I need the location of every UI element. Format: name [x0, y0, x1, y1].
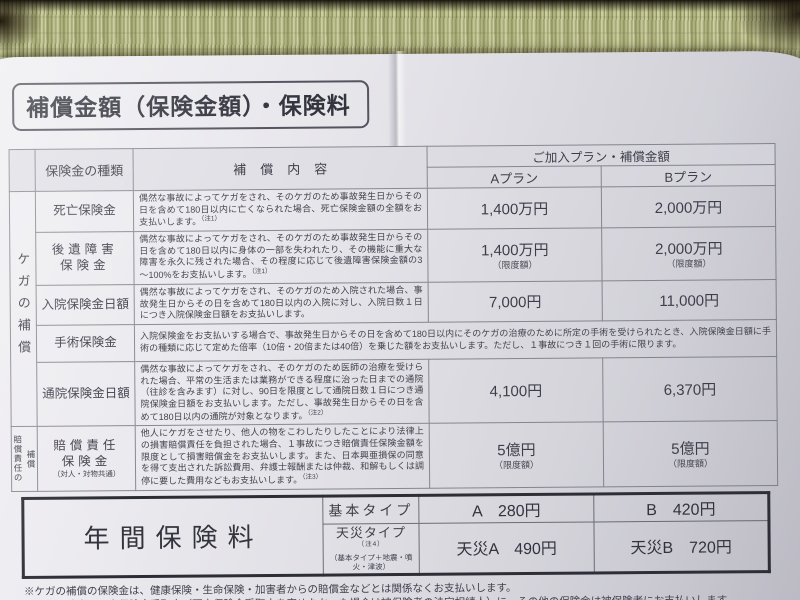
premium-table: 年間保険料 基本タイプ A 280円 B 420円 天災タイプ（注4） （基本タ…	[21, 490, 771, 579]
category-liability-line2: 補償	[25, 449, 37, 469]
row-disability-benefit: 後遺障害 保険金 偶然な事故によってケガをされ、そのケガのため事故発生日からその…	[10, 226, 777, 286]
hospitalization-plan-b: 11,000円	[602, 279, 777, 321]
disability-type-line2: 保険金	[60, 258, 110, 273]
death-note: （注1）	[201, 215, 222, 223]
insurance-document: 補償金額（保険金額）・保険料 保険金の種類 補償内容 ご加入プラン・補償金額 A…	[0, 50, 800, 600]
disability-plan-b-limit: （限度額）	[666, 258, 712, 269]
basic-plan-b-premium: B 420円	[593, 492, 769, 522]
annual-premium-label: 年間保険料	[22, 495, 324, 578]
header-coverage-content: 補償内容	[133, 146, 428, 191]
surgery-desc: 入院保険金をお支払いする場合で、事故発生日からその日を含めて180日以内にそのケ…	[139, 326, 772, 353]
row-surgery-benefit: 手術保険金 入院保険金をお支払いする場合で、事故発生日からその日を含めて180日…	[10, 319, 777, 363]
disaster-plan-b-premium: 天災B 720円	[593, 520, 770, 573]
disability-plan-b-value: 2,000万円	[654, 240, 723, 258]
header-plan-a: Aプラン	[427, 165, 602, 189]
disability-desc: 偶然な事故によってケガをされ、そのケガのため事故発生日からその日を含めて180日…	[139, 231, 423, 281]
disability-type: 後遺障害 保険金	[35, 231, 135, 286]
disaster-plan-a-premium: 天災A 490円	[418, 521, 595, 575]
disaster-type-label: 天災タイプ（注4） （基本タイプ＋地震・噴火・津波）	[322, 523, 420, 575]
liability-note: （注3）	[302, 473, 323, 481]
disability-plan-a-value: 1,400万円	[480, 241, 549, 260]
footnotes: ※ケガの補償の保険金は、健康保険・生命保険・加害者からの賠償金などとは関係なくお…	[24, 580, 784, 600]
header-plan-group: ご加入プラン・補償金額	[426, 143, 776, 168]
row-liability-benefit: 賠償責任の 補償 賠償責任 保険金 （対人・対物共通） 他人にケガをさせたり、他…	[11, 420, 778, 492]
disability-plan-b: 2,000万円 （限度額）	[601, 226, 777, 281]
liability-desc-cell: 他人にケガをさせたり、他人の物をこわしたりしたことにより法律上の損害賠償責任を負…	[135, 423, 430, 491]
liability-plan-a: 5億円 （限度額）	[429, 422, 604, 489]
outpatient-plan-a: 4,100円	[428, 357, 604, 424]
liability-type-line2: 保険金	[61, 454, 112, 469]
shadow-corner-left	[0, 0, 70, 60]
category-injury: ケガの補償	[9, 191, 38, 427]
category-liability: 賠償責任の 補償	[11, 426, 38, 492]
death-plan-b: 2,000万円	[601, 185, 776, 228]
row-outpatient-benefit: 通院保険金日額 偶然な事故によってケガをされ、そのケガのため医師の治療を受けられ…	[11, 356, 778, 427]
death-plan-a: 1,400万円	[427, 186, 602, 230]
liability-plan-b-value: 5億円	[671, 440, 710, 458]
row-death-benefit: ケガの補償 死亡保険金 偶然な事故によってケガをされ、そのケガのため事故発生日か…	[9, 185, 776, 427]
title-box: 補償金額（保険金額）・保険料	[11, 80, 369, 132]
hospitalization-desc-cell: 偶然な事故によってケガをされ、そのケガのため入院された場合、事故発生日からその日…	[134, 282, 429, 325]
surgery-type: 手術保険金	[36, 324, 135, 363]
liability-desc: 他人にケガをさせたり、他人の物をこわしたりしたことにより法律上の損害賠償責任を負…	[140, 426, 425, 487]
disability-plan-a: 1,400万円 （限度額）	[427, 227, 603, 283]
disaster-type-text: 天災タイプ	[335, 524, 407, 541]
outpatient-desc-cell: 偶然な事故によってケガをされ、そのケガのため医師の治療を受けられた場合、平常の生…	[134, 359, 430, 426]
disaster-type-note: （注4）	[357, 540, 385, 549]
page-title: 補償金額（保険金額）・保険料	[26, 92, 351, 121]
category-injury-label: ケガの補償	[15, 251, 32, 362]
liability-plan-b: 5億円 （限度額）	[603, 420, 778, 487]
hospitalization-plan-a: 7,000円	[428, 280, 603, 323]
hospitalization-type: 入院保険金日額	[36, 284, 135, 326]
liability-type-line1: 賠償責任	[53, 438, 120, 454]
disaster-type-sub: （基本タイプ＋地震・噴火・津波）	[329, 553, 413, 571]
disability-desc-cell: 偶然な事故によってケガをされ、そのケガのため事故発生日からその日を含めて180日…	[133, 229, 429, 285]
coverage-table: 保険金の種類 補償内容 ご加入プラン・補償金額 Aプラン Bプラン ケガの補償 …	[9, 143, 779, 492]
header-insurance-type: 保険金の種類	[35, 148, 134, 192]
header-plan-b: Bプラン	[601, 164, 776, 187]
basic-plan-a-premium: A 280円	[418, 493, 594, 524]
hospitalization-desc: 偶然な事故によってケガをされ、そのケガのため入院された場合、事故発生日からその日…	[139, 284, 423, 321]
death-desc: 偶然な事故によってケガをされ、そのケガのため事故発生日からその日を含めて180日…	[138, 190, 423, 228]
row-hospitalization-benefit: 入院保険金日額 偶然な事故によってケガをされ、そのケガのため入院された場合、事故…	[10, 279, 777, 326]
document-content: 補償金額（保険金額）・保険料 保険金の種類 補償内容 ご加入プラン・補償金額 A…	[0, 51, 800, 600]
liability-type: 賠償責任 保険金 （対人・対物共通）	[37, 425, 136, 492]
outpatient-desc: 偶然な事故によってケガをされ、そのケガのため医師の治療を受けられた場合、平常の生…	[140, 361, 424, 422]
diagonal-corner-cell	[9, 149, 36, 192]
death-desc-cell: 偶然な事故によってケガをされ、そのケガのため事故発生日からその日を含めて180日…	[133, 188, 428, 232]
disability-type-line1: 後遺障害	[51, 242, 118, 258]
basic-type-label: 基本タイプ	[322, 495, 419, 524]
surgery-desc-cell: 入院保険金をお支払いする場合で、事故発生日からその日を含めて180日以内にそのケ…	[134, 319, 777, 362]
outpatient-note: （注2）	[307, 409, 328, 417]
category-liability-line1: 賠償責任の	[12, 435, 24, 483]
disability-plan-a-limit: （限度額）	[492, 259, 538, 271]
liability-plan-a-limit: （限度額）	[493, 459, 540, 471]
death-type: 死亡保険金	[35, 190, 134, 233]
disability-note: （注1）	[251, 268, 272, 276]
outpatient-type: 通院保険金日額	[36, 361, 136, 427]
liability-type-sub: （対人・対物共通）	[52, 468, 121, 479]
liability-plan-b-limit: （限度額）	[667, 458, 714, 469]
outpatient-plan-b: 6,370円	[602, 356, 778, 423]
liability-plan-a-value: 5億円	[497, 442, 536, 460]
